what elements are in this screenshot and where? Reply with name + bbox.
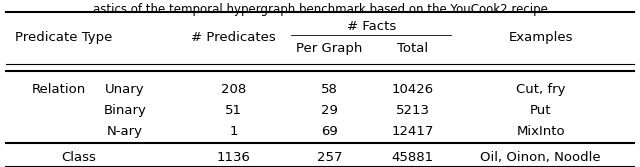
Text: N-ary: N-ary: [107, 125, 143, 138]
Text: 1136: 1136: [217, 151, 250, 164]
Text: 69: 69: [321, 125, 338, 138]
Text: # Facts: # Facts: [347, 20, 396, 33]
Text: MixInto: MixInto: [516, 125, 565, 138]
Text: 5213: 5213: [396, 104, 430, 117]
Text: Put: Put: [530, 104, 552, 117]
Text: Per Graph: Per Graph: [296, 42, 363, 54]
Text: Oil, Oinon, Noodle: Oil, Oinon, Noodle: [481, 151, 601, 164]
Text: 51: 51: [225, 104, 242, 117]
Text: 29: 29: [321, 104, 338, 117]
Text: Predicate Type: Predicate Type: [15, 32, 113, 44]
Text: Total: Total: [397, 42, 428, 54]
Text: Binary: Binary: [104, 104, 146, 117]
Text: 12417: 12417: [392, 125, 434, 138]
Text: 58: 58: [321, 83, 338, 96]
Text: 10426: 10426: [392, 83, 434, 96]
Text: Examples: Examples: [509, 32, 573, 44]
Text: astics of the temporal hypergraph benchmark based on the YouCook2 recipe: astics of the temporal hypergraph benchm…: [93, 3, 547, 16]
Text: 208: 208: [221, 83, 246, 96]
Text: Class: Class: [61, 151, 96, 164]
Text: Relation: Relation: [32, 83, 86, 96]
Text: Cut, fry: Cut, fry: [516, 83, 566, 96]
Text: 1: 1: [229, 125, 238, 138]
Text: 45881: 45881: [392, 151, 434, 164]
Text: # Predicates: # Predicates: [191, 32, 276, 44]
Text: Unary: Unary: [105, 83, 145, 96]
Text: 257: 257: [317, 151, 342, 164]
